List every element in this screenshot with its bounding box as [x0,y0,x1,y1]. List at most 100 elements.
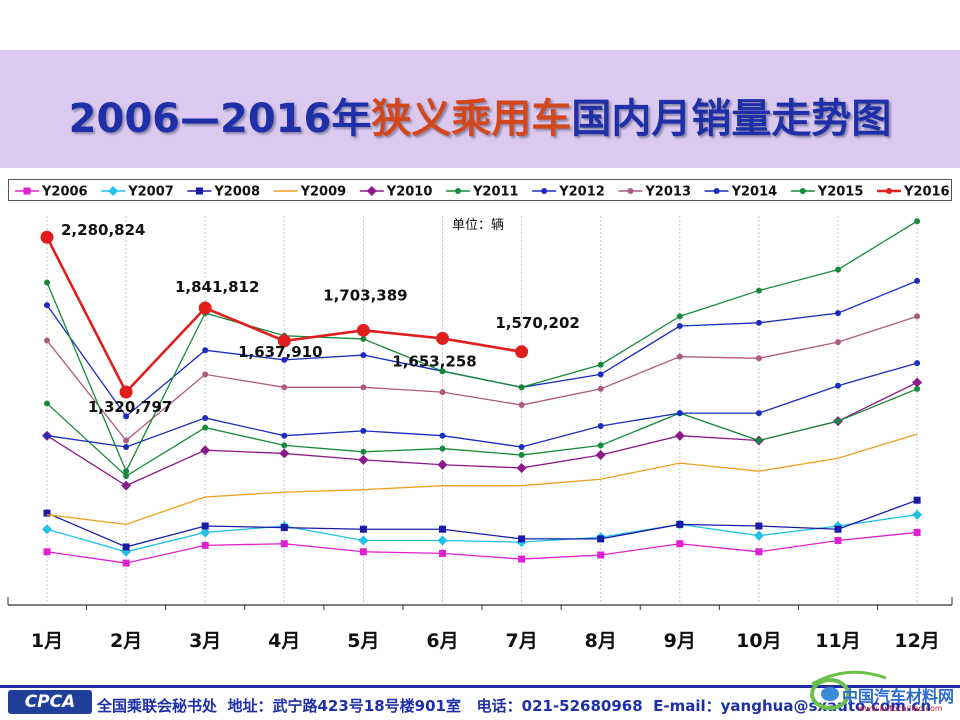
series-y2016 [40,230,529,399]
data-point [44,279,50,286]
data-point [516,462,527,473]
legend-item-y2009: Y2009 [273,185,346,200]
data-point [281,384,288,391]
data-label: 1,570,202 [495,314,579,332]
data-point [201,522,209,530]
series-line [46,280,918,418]
data-point [913,496,921,504]
footer-email: E-mail：yanghua@sxauto.com.cn [653,697,932,715]
data-point [515,345,529,359]
data-point [676,410,683,417]
data-point [755,287,762,294]
data-point [755,437,762,444]
data-point [44,337,50,344]
series-line [46,499,918,548]
data-point [755,548,763,556]
data-point [198,301,212,315]
data-point [835,266,841,273]
data-point [437,535,448,546]
data-point [834,525,842,533]
data-point [755,319,762,326]
legend-marker [195,187,203,195]
legend-label: Y2015 [817,185,864,200]
series-line [46,514,918,553]
chart-legend: Y2006 Y2007 Y2008 Y2009 Y2010 Y2011 Y2012 Y2013… [8,179,952,201]
data-point [44,400,50,407]
title-part-desc: 国内月销量走势图 [571,96,892,142]
data-point [281,432,288,439]
legend-svg: Y2006 Y2007 Y2008 Y2009 Y2010 Y2011 Y2012 Y2013… [15,185,950,200]
data-point [753,530,764,541]
data-point [200,527,211,538]
data-point [439,368,446,375]
data-point [44,432,50,439]
footer-divider [0,685,960,688]
data-point [360,448,367,455]
legend-label: Y2011 [472,185,519,200]
legend-item-y2007: Y2007 [101,185,174,200]
legend-label: Y2007 [127,185,174,200]
watermark-text: 中国汽车材料网 [842,687,955,706]
legend-item-y2012: Y2012 [532,185,605,200]
gridlines [46,216,918,605]
legend-item-y2006: Y2006 [15,185,88,200]
data-point [123,443,130,450]
data-point [914,218,921,225]
data-point [835,310,841,317]
x-tick-label: 10月 [736,630,781,652]
watermark-logo-icon [810,670,887,710]
data-point [834,537,842,544]
data-label: 1,841,812 [175,278,259,296]
unit-label: 单位：辆 [452,218,504,233]
data-point [597,361,604,368]
data-point [912,377,923,388]
x-tick-label: 3月 [189,630,221,652]
data-point [676,353,683,360]
x-tick-label: 8月 [585,630,617,652]
data-point [595,450,606,461]
data-point [123,473,130,479]
legend-label: Y2013 [644,185,691,200]
data-point [43,509,51,517]
data-point [436,331,449,345]
title-part-category: 狭义乘用车 [371,96,572,142]
legend-marker [541,188,548,194]
data-point [360,335,367,342]
data-point [597,442,604,449]
data-point [597,423,604,430]
data-point [281,356,288,363]
data-point [202,414,209,421]
legend-label: Y2010 [386,185,433,200]
data-point [119,385,133,399]
data-point [518,384,525,391]
data-point [360,352,367,359]
legend-label: Y2008 [213,185,260,200]
legend-item-y2010: Y2010 [359,185,433,200]
data-point [597,371,604,378]
watermark-url: www.autocailiao.com [858,704,943,713]
data-point [439,389,446,396]
data-point [360,427,367,434]
footer-address: 地址：武宁路423号18号楼901室 [227,697,461,715]
data-point [42,524,52,535]
data-label: 1,320,797 [88,398,172,416]
series-y2006 [43,528,921,567]
x-tick-label: 11月 [815,630,860,652]
legend-marker [627,188,634,194]
x-tick-label: 1月 [31,630,63,652]
data-point [913,528,921,536]
data-point [597,535,605,543]
data-point [123,437,130,444]
data-labels: 2,280,824 1,320,797 1,841,812 1,637,910 1,70… [61,221,580,416]
series-y2013 [44,313,921,444]
legend-marker [713,188,720,194]
data-point [518,535,526,543]
data-point [281,442,288,449]
series-y2008 [43,496,921,551]
data-point [358,454,369,465]
legend-marker [108,186,119,196]
data-point [597,385,604,392]
data-point [676,540,684,548]
data-label: 1,703,389 [323,286,407,304]
data-label: 1,637,910 [238,343,322,361]
